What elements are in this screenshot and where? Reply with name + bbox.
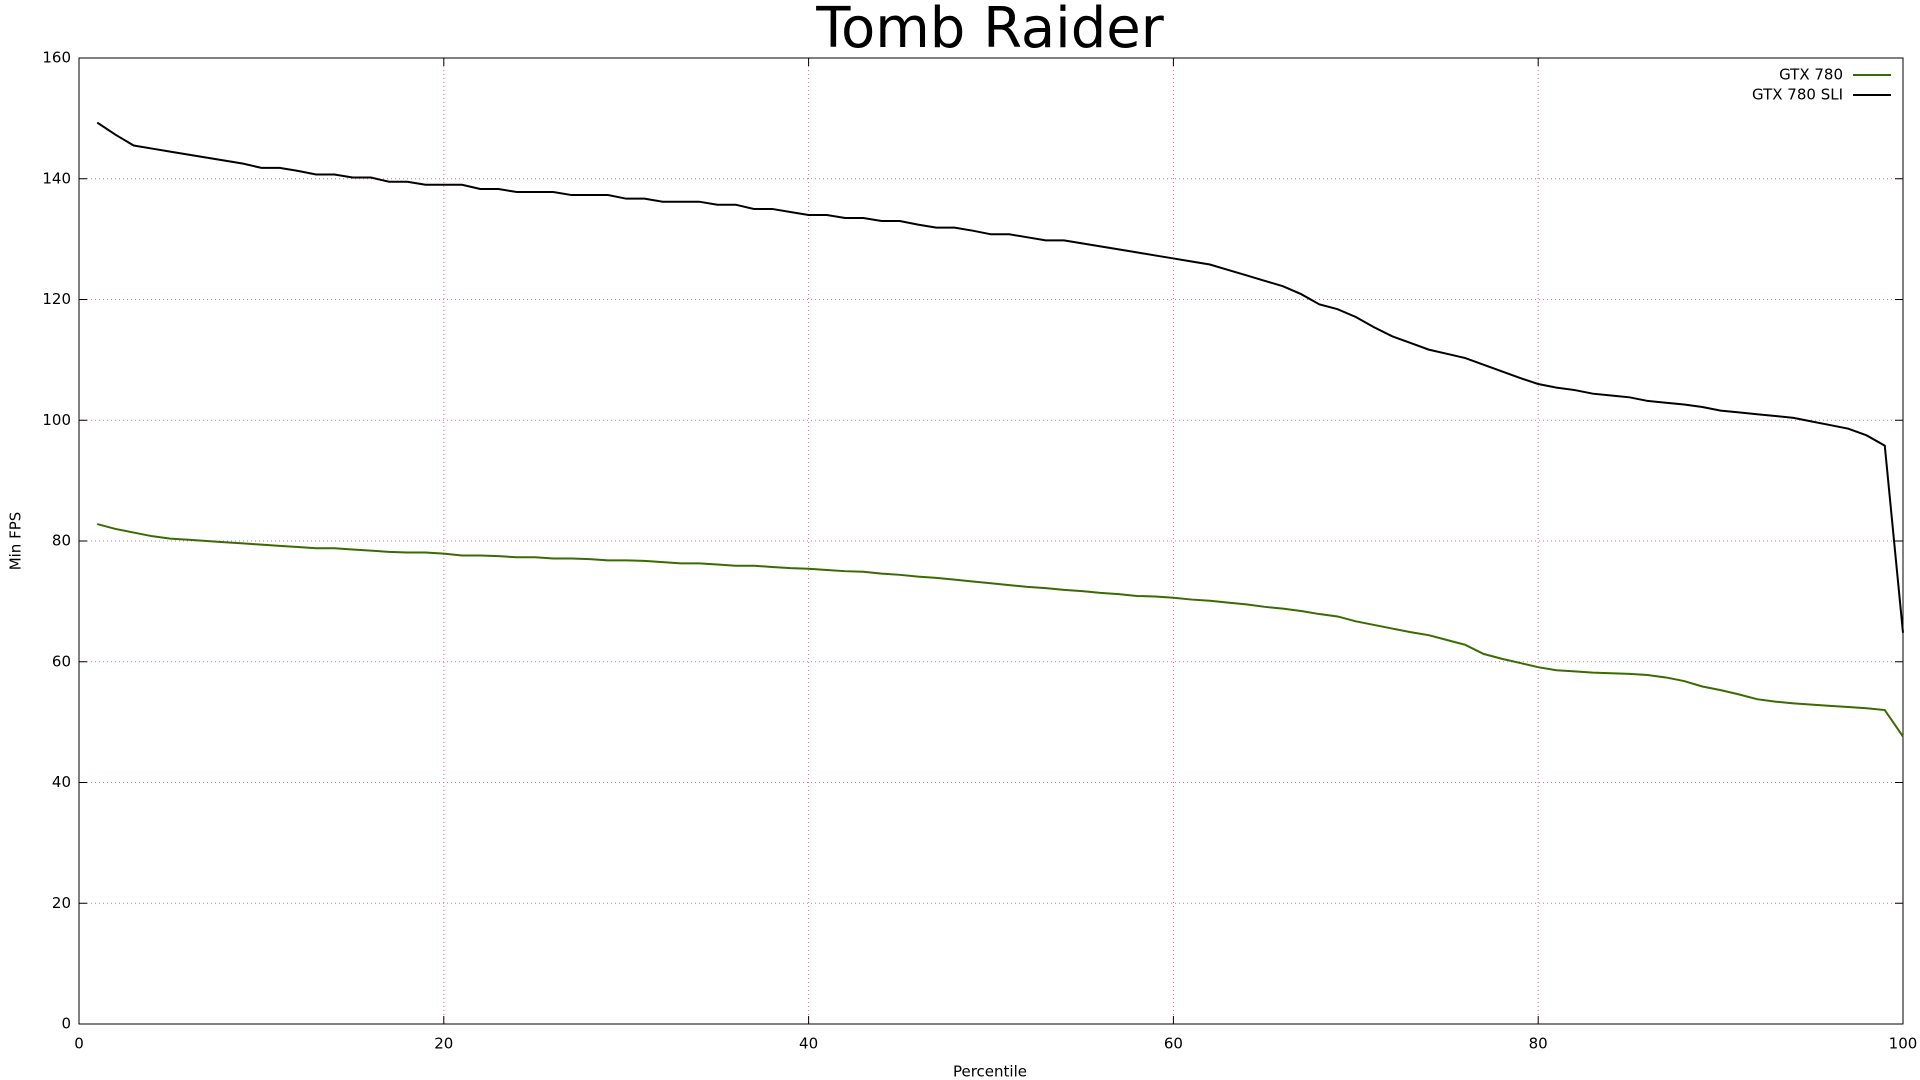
- y-tick-label: 40: [52, 773, 71, 791]
- y-tick-label: 80: [52, 532, 71, 550]
- y-tick-label: 140: [42, 169, 71, 187]
- plot-border: [78, 57, 1904, 1025]
- legend-label: GTX 780: [1779, 66, 1843, 84]
- x-axis-label: Percentile: [953, 1063, 1027, 1080]
- y-axis-label: Min FPS: [7, 512, 25, 571]
- x-tick-label: 100: [1889, 1035, 1918, 1053]
- x-tick-label: 80: [1529, 1035, 1548, 1053]
- legend-label: GTX 780 SLI: [1752, 86, 1843, 104]
- y-tick-label: 0: [61, 1015, 71, 1033]
- y-tick-label: 160: [42, 49, 71, 67]
- x-tick-label: 0: [74, 1035, 84, 1053]
- y-tick-label: 20: [52, 894, 71, 912]
- y-tick-label: 60: [52, 652, 71, 670]
- y-tick-label: 100: [42, 411, 71, 429]
- x-tick-label: 40: [799, 1035, 818, 1053]
- data-line: [96, 523, 1904, 738]
- x-tick-label: 60: [1164, 1035, 1183, 1053]
- data-line: [96, 121, 1904, 633]
- chart-title: Tomb Raider: [815, 0, 1164, 61]
- x-tick-label: 20: [434, 1035, 453, 1053]
- y-tick-label: 120: [42, 290, 71, 308]
